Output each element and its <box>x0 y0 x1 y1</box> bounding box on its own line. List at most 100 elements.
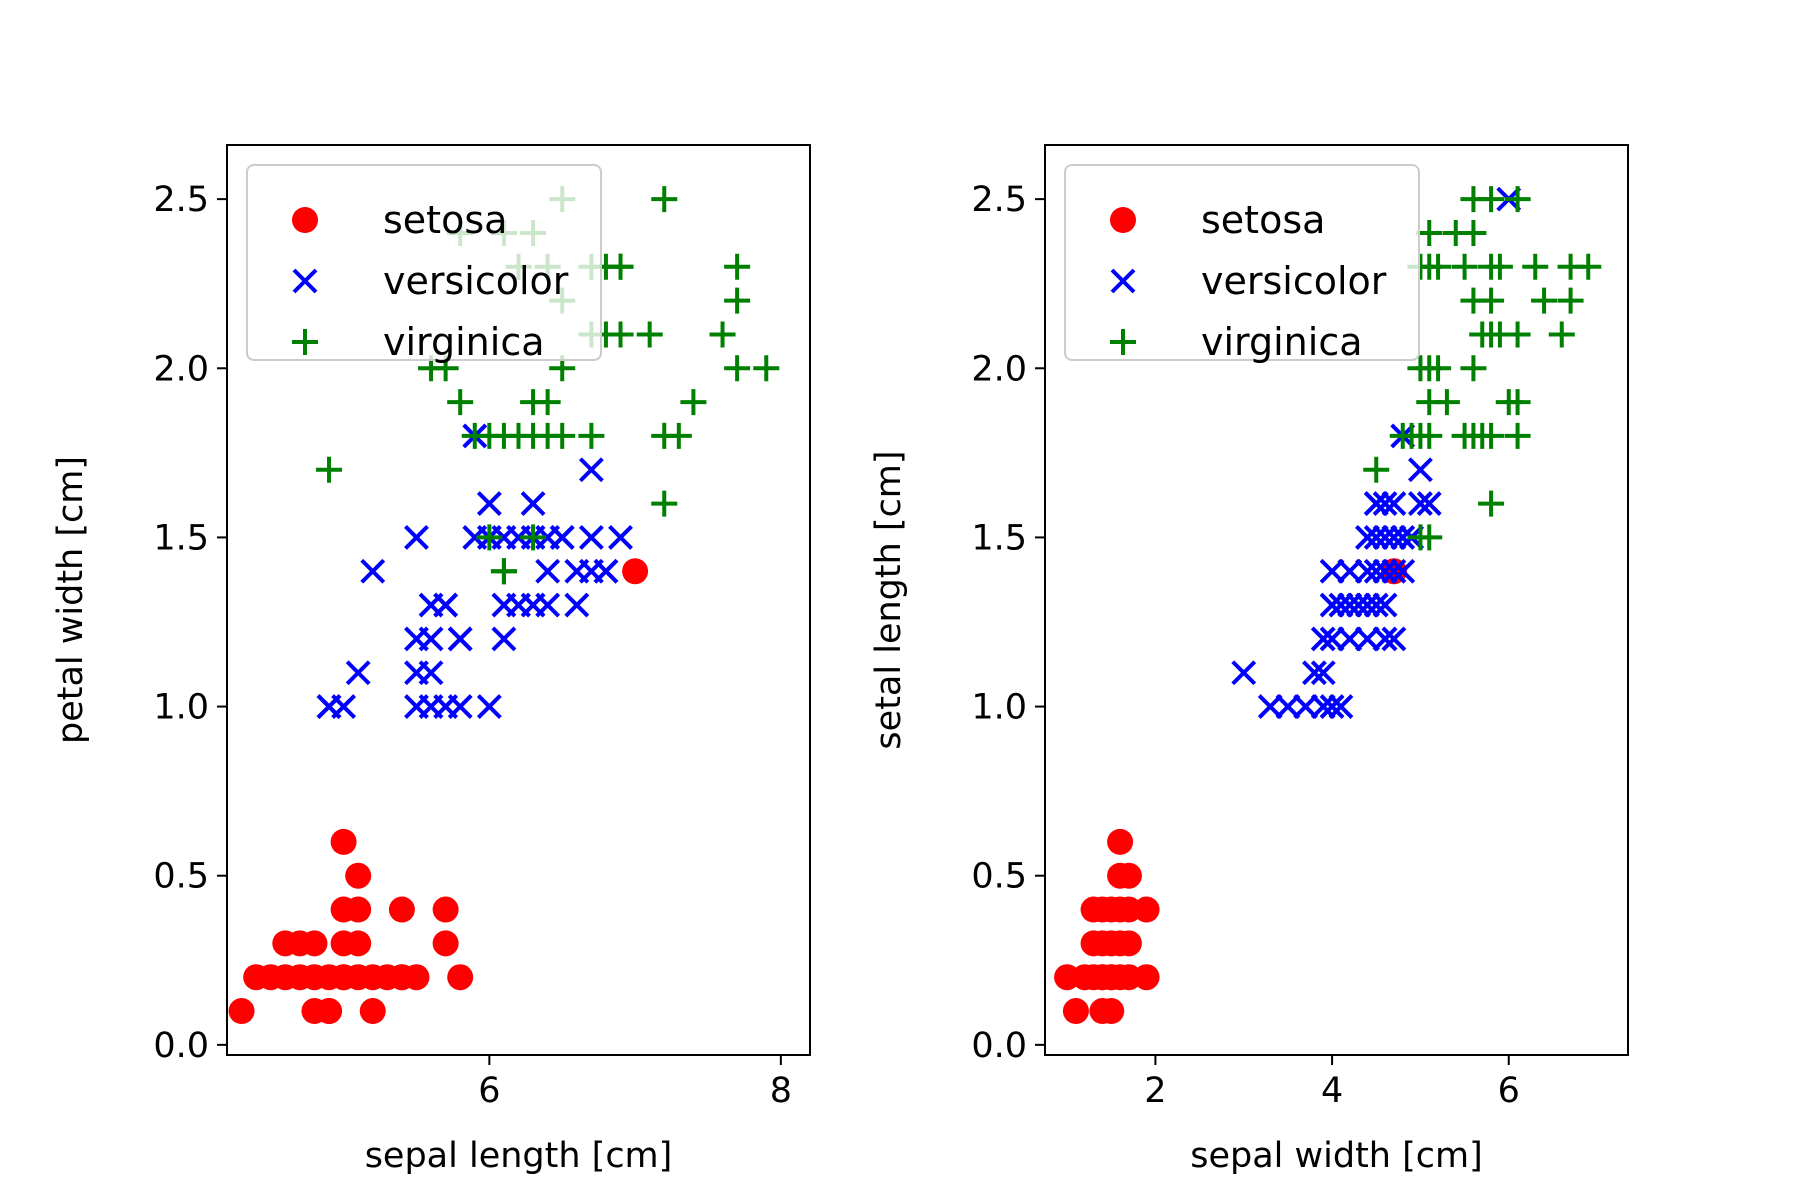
legend: setosa versicolor virginica <box>1064 164 1420 364</box>
versicolor-point <box>1328 592 1354 618</box>
setosa-point <box>316 998 343 1025</box>
versicolor-point <box>1319 592 1345 618</box>
setosa-point <box>1115 930 1142 957</box>
virginica-point <box>1504 389 1531 416</box>
virginica-point <box>665 422 692 449</box>
y-tick-label: 1.5 <box>153 518 209 558</box>
virginica-point <box>636 321 663 348</box>
setosa-point <box>330 964 357 991</box>
versicolor-point <box>1328 694 1354 719</box>
virginica-point <box>1460 219 1487 246</box>
left-subplot: 6 8 0.0 0.5 1.0 1.5 2.0 2.5 sepal length [cm] pet… <box>51 144 811 1176</box>
virginica-point <box>1416 219 1443 246</box>
setosa-point <box>432 896 459 923</box>
versicolor-point <box>1381 525 1407 550</box>
virginica-legend-marker <box>292 329 318 355</box>
versicolor-point <box>535 558 561 584</box>
virginica-series <box>316 186 780 585</box>
versicolor-point <box>1310 626 1336 652</box>
y-tick-label: 0.0 <box>153 1026 209 1066</box>
virginica-point <box>724 287 751 314</box>
setosa-point <box>345 862 372 889</box>
versicolor-point <box>1372 626 1398 652</box>
setosa-point <box>228 998 255 1025</box>
versicolor-point <box>1257 694 1283 719</box>
y-tick-label: 0.5 <box>971 857 1027 897</box>
setosa-point <box>1133 896 1160 923</box>
legend-box <box>246 164 602 361</box>
versicolor-point <box>1346 592 1371 618</box>
virginica-point <box>607 321 634 348</box>
setosa-point <box>1098 964 1125 991</box>
virginica-point <box>316 456 343 483</box>
virginica-point <box>1575 253 1602 280</box>
versicolor-point <box>1363 592 1389 618</box>
versicolor-point <box>578 558 604 584</box>
setosa-point <box>345 930 372 957</box>
versicolor-point <box>316 694 342 719</box>
versicolor-point <box>1408 457 1433 483</box>
virginica-point <box>1433 389 1460 416</box>
virginica-legend-label: virginica <box>383 320 545 364</box>
versicolor-point <box>404 525 429 550</box>
x-axis-label: sepal width [cm] <box>1190 1136 1483 1176</box>
virginica-point <box>1504 186 1531 213</box>
setosa-point <box>622 558 649 585</box>
setosa-point <box>359 998 386 1025</box>
virginica-point <box>549 422 576 449</box>
virginica-point <box>1531 287 1558 314</box>
virginica-point <box>1478 287 1505 314</box>
versicolor-point <box>1310 694 1336 719</box>
setosa-point <box>388 896 415 923</box>
virginica-point <box>1478 422 1505 449</box>
x-tick-label: 6 <box>1498 1071 1520 1111</box>
versicolor-point <box>1302 660 1327 686</box>
virginica-point <box>1504 422 1531 449</box>
y-tick-label: 0.5 <box>153 857 209 897</box>
y-axis-label: setal length [cm] <box>869 450 909 749</box>
virginica-point <box>1504 321 1531 348</box>
versicolor-point <box>549 525 575 550</box>
virginica-legend-marker <box>1110 329 1136 355</box>
x-tick-label: 4 <box>1321 1071 1343 1111</box>
legend-box <box>1064 164 1420 361</box>
setosa-point <box>432 930 459 957</box>
versicolor-point <box>564 592 590 618</box>
virginica-point <box>520 524 547 551</box>
virginica-series <box>1363 186 1602 551</box>
versicolor-series <box>316 423 633 719</box>
versicolor-point <box>1337 626 1363 652</box>
setosa-point <box>345 896 372 923</box>
virginica-point <box>1451 253 1478 280</box>
virginica-point <box>1416 422 1443 449</box>
virginica-point <box>709 321 736 348</box>
versicolor-point <box>433 592 459 618</box>
versicolor-point <box>1310 660 1336 686</box>
virginica-point <box>607 253 634 280</box>
virginica-point <box>1478 490 1505 517</box>
versicolor-point <box>1319 626 1345 652</box>
setosa-legend-label: setosa <box>383 198 507 242</box>
versicolor-point <box>1319 694 1345 719</box>
setosa-point <box>1062 998 1089 1025</box>
versicolor-point <box>1381 626 1407 652</box>
versicolor-point <box>1372 525 1398 550</box>
versicolor-legend-label: versicolor <box>1201 259 1387 303</box>
setosa-point <box>330 828 357 855</box>
setosa-legend-marker <box>1110 207 1136 233</box>
right-subplot: 2 4 6 0.0 0.5 1.0 1.5 2.0 2.5 sepal width [cm] set… <box>869 144 1629 1176</box>
y-tick-label: 1.5 <box>971 518 1027 558</box>
versicolor-point <box>1337 592 1363 618</box>
versicolor-point <box>1408 491 1433 517</box>
versicolor-point <box>476 491 502 517</box>
axes-frame <box>1044 144 1629 1056</box>
setosa-point <box>1107 828 1134 855</box>
versicolor-point <box>1231 660 1257 686</box>
versicolor-point <box>578 457 604 483</box>
versicolor-point <box>1355 592 1380 618</box>
virginica-point <box>476 524 503 551</box>
virginica-point <box>1363 456 1390 483</box>
y-tick-label: 2.5 <box>153 180 209 220</box>
versicolor-legend-marker <box>292 268 318 294</box>
